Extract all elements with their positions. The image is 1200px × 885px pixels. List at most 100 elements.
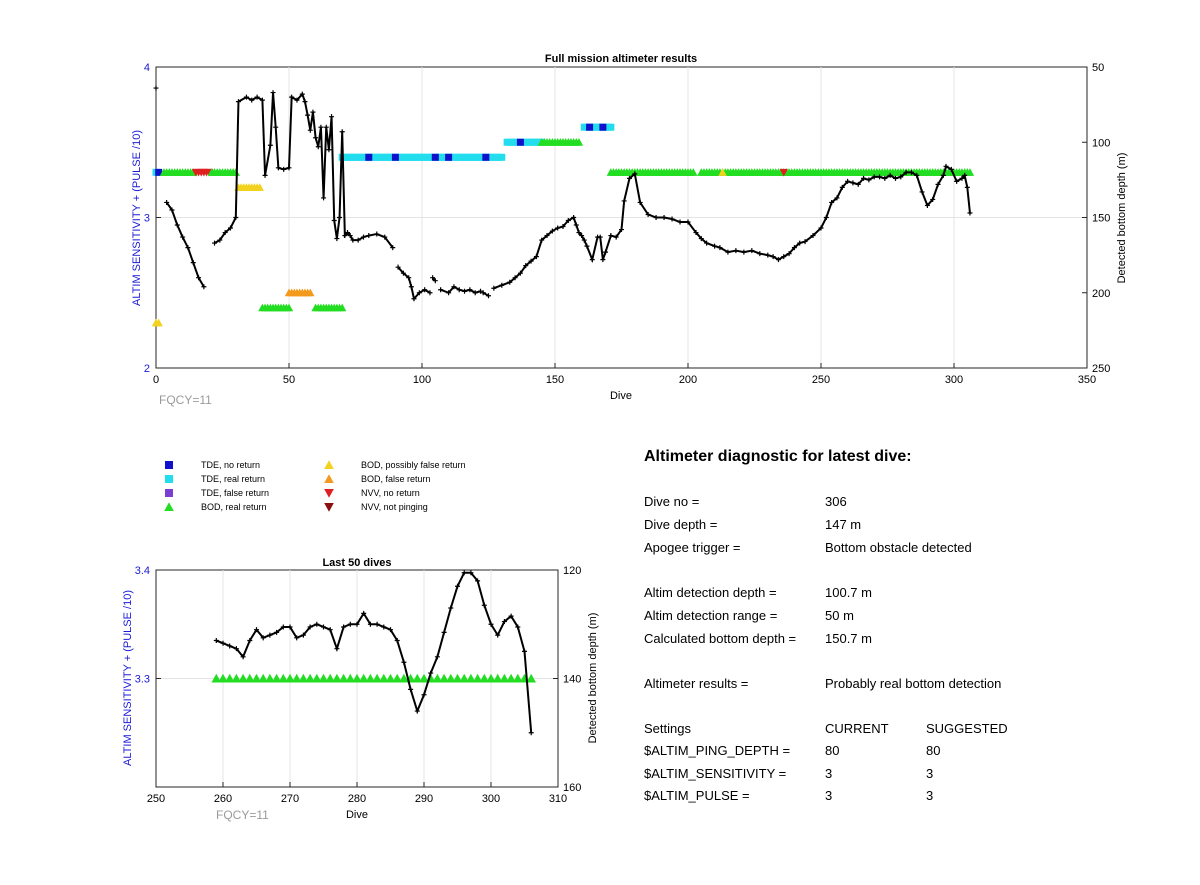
depth-point [305, 112, 311, 118]
x-tick-label: 280 [348, 793, 366, 805]
depth-point [571, 215, 577, 220]
status-marker [338, 303, 347, 312]
status-marker [391, 153, 399, 161]
depth-point [515, 624, 521, 630]
depth-point [243, 94, 249, 100]
depth-point [512, 275, 518, 281]
depth-point [259, 97, 265, 103]
depth-point [791, 245, 797, 251]
status-marker [412, 673, 423, 683]
depth-point [339, 129, 345, 135]
status-marker [482, 153, 490, 161]
diagnostic-row-label: Dive no = [644, 494, 699, 509]
depth-point [669, 216, 675, 222]
y-right-tick-label: 160 [563, 782, 581, 794]
status-marker [479, 673, 490, 683]
diagnostic-row-value: Bottom obstacle detected [825, 540, 972, 555]
depth-point [299, 91, 305, 97]
diagnostic-row-suggested: 3 [926, 766, 933, 781]
legend-marker [165, 489, 173, 497]
depth-point [775, 257, 781, 263]
depth-point [608, 233, 614, 239]
depth-point [240, 654, 246, 660]
status-marker [372, 673, 382, 683]
status-marker [459, 673, 469, 683]
x-tick-label: 200 [679, 374, 697, 386]
depth-point [422, 287, 428, 293]
depth-point [323, 124, 329, 130]
depth-point [289, 94, 295, 100]
depth-point [741, 249, 747, 255]
depth-point [632, 171, 638, 177]
y-right-tick-label: 250 [1092, 363, 1110, 375]
depth-point [342, 233, 348, 239]
depth-point [522, 648, 527, 654]
depth-point [381, 624, 387, 630]
status-marker [255, 183, 264, 191]
depth-point [603, 249, 609, 255]
x-tick-label: 250 [147, 793, 165, 805]
depth-point [350, 237, 356, 243]
depth-point [523, 263, 529, 269]
diagnostic-row-value: Probably real bottom detection [825, 676, 1001, 691]
depth-point [573, 222, 579, 228]
depth-point [613, 234, 619, 240]
depth-point [366, 233, 372, 239]
depth-point [861, 175, 867, 181]
diagnostic-row-value: CURRENT [825, 721, 889, 736]
depth-point [749, 248, 755, 254]
diagnostic-row-value: 3 [825, 766, 832, 781]
depth-point [185, 245, 191, 251]
depth-point [174, 222, 180, 228]
depth-point [267, 632, 273, 638]
status-marker [218, 673, 228, 683]
status-marker [345, 673, 356, 683]
diagnostic-row-suggested: 80 [926, 743, 940, 758]
legend-label: NVV, not pinging [361, 502, 428, 512]
status-marker [325, 673, 335, 683]
legend-label: TDE, no return [201, 460, 260, 470]
y-left-tick-label: 2 [144, 363, 150, 375]
legend-marker [324, 460, 334, 469]
last50-chart-title: Last 50 dives [322, 557, 391, 569]
status-marker [271, 673, 282, 683]
status-marker [392, 673, 402, 683]
status-marker [365, 153, 373, 161]
depth-point [427, 290, 433, 296]
depth-point [307, 127, 313, 133]
status-marker [352, 673, 362, 683]
legend-label: TDE, real return [201, 474, 265, 484]
status-marker [358, 673, 369, 683]
depth-point [757, 251, 763, 257]
x-tick-label: 0 [153, 374, 159, 386]
diagnostic-row-value: 80 [825, 743, 839, 758]
depth-point [877, 174, 883, 180]
depth-point [461, 570, 467, 576]
depth-point [967, 210, 973, 216]
depth-point [374, 231, 380, 237]
status-marker [306, 288, 315, 297]
status-marker [284, 303, 294, 312]
depth-point [361, 610, 367, 616]
depth-point [401, 659, 407, 665]
depth-point [388, 627, 393, 633]
diagnostic-title: Altimeter diagnostic for latest dive: [644, 448, 912, 465]
depth-point [408, 284, 414, 290]
depth-point [213, 638, 219, 644]
depth-point [866, 177, 872, 183]
depth-point [810, 233, 816, 239]
legend-marker [165, 475, 173, 483]
legend-label: NVV, no return [361, 488, 420, 498]
depth-point [765, 252, 771, 258]
diagnostic-row-label: Calculated bottom depth = [644, 631, 796, 646]
depth-point [286, 165, 292, 171]
depth-point [382, 234, 388, 240]
depth-point [164, 199, 170, 205]
depth-point [486, 293, 491, 299]
status-marker [251, 673, 262, 683]
depth-point [468, 570, 474, 576]
last50-y-left-label: ALTIM SENSITIVITY + (PULSE /10) [122, 590, 134, 766]
status-marker [278, 673, 289, 683]
depth-point [802, 239, 808, 245]
